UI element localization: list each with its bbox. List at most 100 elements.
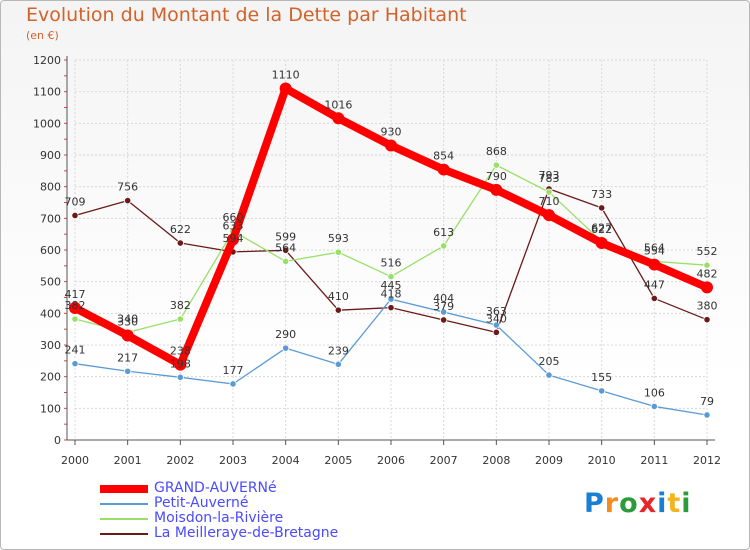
data-label: 793 bbox=[539, 169, 560, 182]
data-label: 205 bbox=[539, 355, 560, 368]
data-point bbox=[440, 308, 448, 316]
data-label: 238 bbox=[170, 345, 191, 358]
data-label: 733 bbox=[591, 188, 612, 201]
y-tick-label: 100 bbox=[40, 402, 61, 415]
x-tick-label: 2006 bbox=[377, 454, 405, 467]
data-label: 155 bbox=[591, 371, 612, 384]
data-point bbox=[282, 344, 290, 352]
x-tick-label: 2012 bbox=[693, 454, 721, 467]
data-label: 783 bbox=[539, 172, 560, 185]
data-label: 599 bbox=[275, 230, 296, 243]
legend-swatch bbox=[100, 503, 148, 505]
data-label: 482 bbox=[697, 267, 718, 280]
data-point bbox=[124, 367, 132, 375]
y-tick-label: 300 bbox=[40, 339, 61, 352]
y-tick-label: 0 bbox=[54, 434, 61, 447]
data-point bbox=[387, 304, 395, 312]
data-label: 613 bbox=[433, 226, 454, 239]
data-point bbox=[440, 316, 448, 324]
y-tick-label: 600 bbox=[40, 244, 61, 257]
data-label: 633 bbox=[223, 220, 244, 233]
data-point bbox=[703, 316, 711, 324]
data-label: 241 bbox=[65, 344, 86, 357]
data-point bbox=[334, 360, 342, 368]
data-point bbox=[543, 209, 555, 222]
data-point bbox=[71, 211, 79, 220]
x-tick-label: 2004 bbox=[272, 454, 300, 467]
data-label: 363 bbox=[486, 305, 507, 318]
data-label: 710 bbox=[539, 195, 560, 208]
x-tick-label: 2000 bbox=[61, 454, 89, 467]
data-point bbox=[334, 248, 342, 256]
data-point bbox=[595, 237, 608, 250]
data-point bbox=[437, 163, 450, 176]
y-tick-label: 900 bbox=[40, 149, 61, 162]
data-point bbox=[282, 257, 290, 265]
data-point bbox=[227, 233, 239, 246]
data-label: 418 bbox=[381, 288, 402, 301]
data-label: 445 bbox=[381, 279, 402, 292]
data-point bbox=[492, 161, 500, 169]
data-label: 622 bbox=[170, 223, 191, 236]
data-label: 198 bbox=[170, 357, 191, 370]
data-label: 79 bbox=[700, 395, 714, 408]
legend-label: Petit-Auverné bbox=[154, 495, 249, 511]
data-point bbox=[176, 373, 184, 381]
x-tick-label: 2003 bbox=[219, 454, 247, 467]
y-tick-label: 1200 bbox=[33, 54, 61, 67]
data-point bbox=[387, 295, 395, 303]
data-label: 594 bbox=[223, 232, 244, 245]
data-label: 1110 bbox=[272, 69, 300, 82]
data-point bbox=[703, 411, 711, 419]
data-point bbox=[490, 183, 503, 196]
legend-swatch bbox=[100, 518, 148, 520]
data-point bbox=[279, 82, 292, 95]
x-tick-label: 2011 bbox=[640, 454, 668, 467]
data-label: 380 bbox=[697, 300, 718, 313]
x-tick-label: 2010 bbox=[588, 454, 616, 467]
data-label: 404 bbox=[433, 292, 454, 305]
data-label: 417 bbox=[65, 288, 86, 301]
y-tick-label: 500 bbox=[40, 276, 61, 289]
data-label: 340 bbox=[486, 312, 507, 325]
data-label: 660 bbox=[223, 211, 244, 224]
data-label: 593 bbox=[328, 232, 349, 245]
series-lines bbox=[69, 82, 713, 419]
data-label: 290 bbox=[275, 328, 296, 341]
y-tick-label: 800 bbox=[40, 181, 61, 194]
data-label: 756 bbox=[117, 181, 138, 194]
y-tick-label: 1000 bbox=[33, 117, 61, 130]
data-point bbox=[124, 197, 132, 205]
data-label: 552 bbox=[697, 245, 718, 258]
data-label: 622 bbox=[591, 223, 612, 236]
x-tick-label: 2008 bbox=[482, 454, 510, 467]
data-point bbox=[545, 371, 553, 379]
data-point bbox=[440, 242, 448, 250]
data-point bbox=[650, 402, 658, 411]
chart-subtitle: (en €) bbox=[26, 29, 59, 42]
data-point bbox=[650, 294, 658, 303]
data-point bbox=[332, 112, 345, 125]
data-label: 340 bbox=[117, 312, 138, 325]
data-label: 410 bbox=[328, 290, 349, 303]
data-label: 627 bbox=[591, 221, 612, 234]
data-label: 854 bbox=[433, 150, 454, 163]
data-label: 217 bbox=[117, 351, 138, 364]
data-label: 868 bbox=[486, 145, 507, 158]
x-tick-label: 2005 bbox=[324, 454, 352, 467]
data-labels: 417 330 238 633 1110 1016 930 854 790 710 622 554 48… bbox=[65, 69, 718, 408]
data-point bbox=[334, 306, 342, 314]
data-point bbox=[282, 246, 290, 254]
data-point bbox=[69, 301, 81, 314]
proxiti-logo: Proxiti bbox=[584, 488, 692, 519]
data-label: 709 bbox=[65, 195, 86, 208]
y-tick-label: 200 bbox=[40, 371, 61, 384]
data-label: 177 bbox=[223, 364, 244, 377]
data-point bbox=[648, 258, 661, 271]
data-point bbox=[492, 328, 500, 336]
data-point bbox=[174, 358, 187, 371]
data-label: 554 bbox=[644, 245, 665, 258]
data-point bbox=[385, 139, 397, 152]
data-point bbox=[701, 281, 713, 294]
